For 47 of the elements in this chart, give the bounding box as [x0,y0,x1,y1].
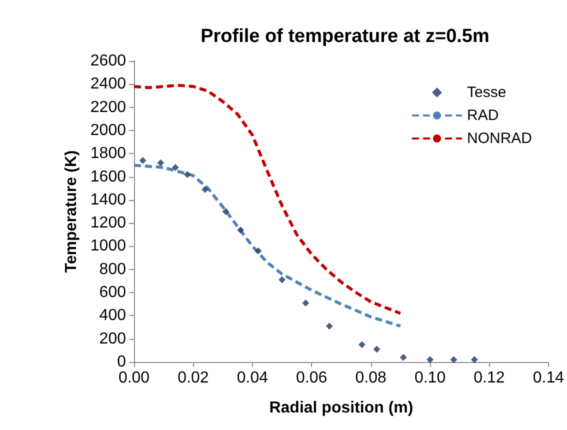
line-series [132,84,402,315]
point [222,208,230,215]
y-tick-label: 1400 [90,191,126,208]
point [470,356,478,364]
point [358,341,366,348]
x-tick-label: 0.14 [532,370,564,386]
point [373,346,380,353]
legend-label: NONRAD [467,130,532,147]
point [254,247,262,254]
y-axis-title: Temperature (K) [63,150,80,273]
y-tick-label: 2200 [90,98,126,116]
line-series [132,164,402,328]
y-tick-label: 2600 [90,52,126,70]
y-tick-label: 600 [99,284,126,302]
x-tick-label: 0.06 [296,370,328,386]
y-tick-label: 400 [99,307,126,324]
point [157,159,164,166]
point [184,170,191,178]
point [202,186,209,194]
x-tick-label: 0.10 [414,370,446,386]
point [450,356,458,364]
point [278,276,286,284]
x-tick-label: 0.04 [236,370,268,386]
point [302,299,310,306]
y-tick-label: 1000 [90,238,126,255]
y-tick-label: 200 [99,330,126,348]
legend-label: Tesse [467,84,506,101]
y-tick-label: 1800 [90,145,126,162]
legend-label: RAD [467,107,499,124]
y-tick-label: 2000 [90,122,126,139]
x-tick-label: 0.00 [118,370,150,386]
point [237,226,244,234]
x-axis-title: Radial position (m) [269,400,414,416]
y-tick-label: 0 [117,354,126,370]
point [400,354,407,361]
x-tick-label: 0.02 [178,370,209,386]
y-tick-label: 1200 [90,214,126,232]
point [426,356,434,364]
y-tick-label: 1600 [90,168,126,186]
y-tick-label: 800 [99,260,126,278]
point [172,164,179,172]
point [139,157,146,164]
x-tick-label: 0.08 [355,370,386,386]
point [326,322,333,330]
x-tick-label: 0.12 [474,370,505,386]
y-tick-label: 2400 [90,76,126,93]
chart-title: Profile of temperature at z=0.5m [200,26,490,47]
